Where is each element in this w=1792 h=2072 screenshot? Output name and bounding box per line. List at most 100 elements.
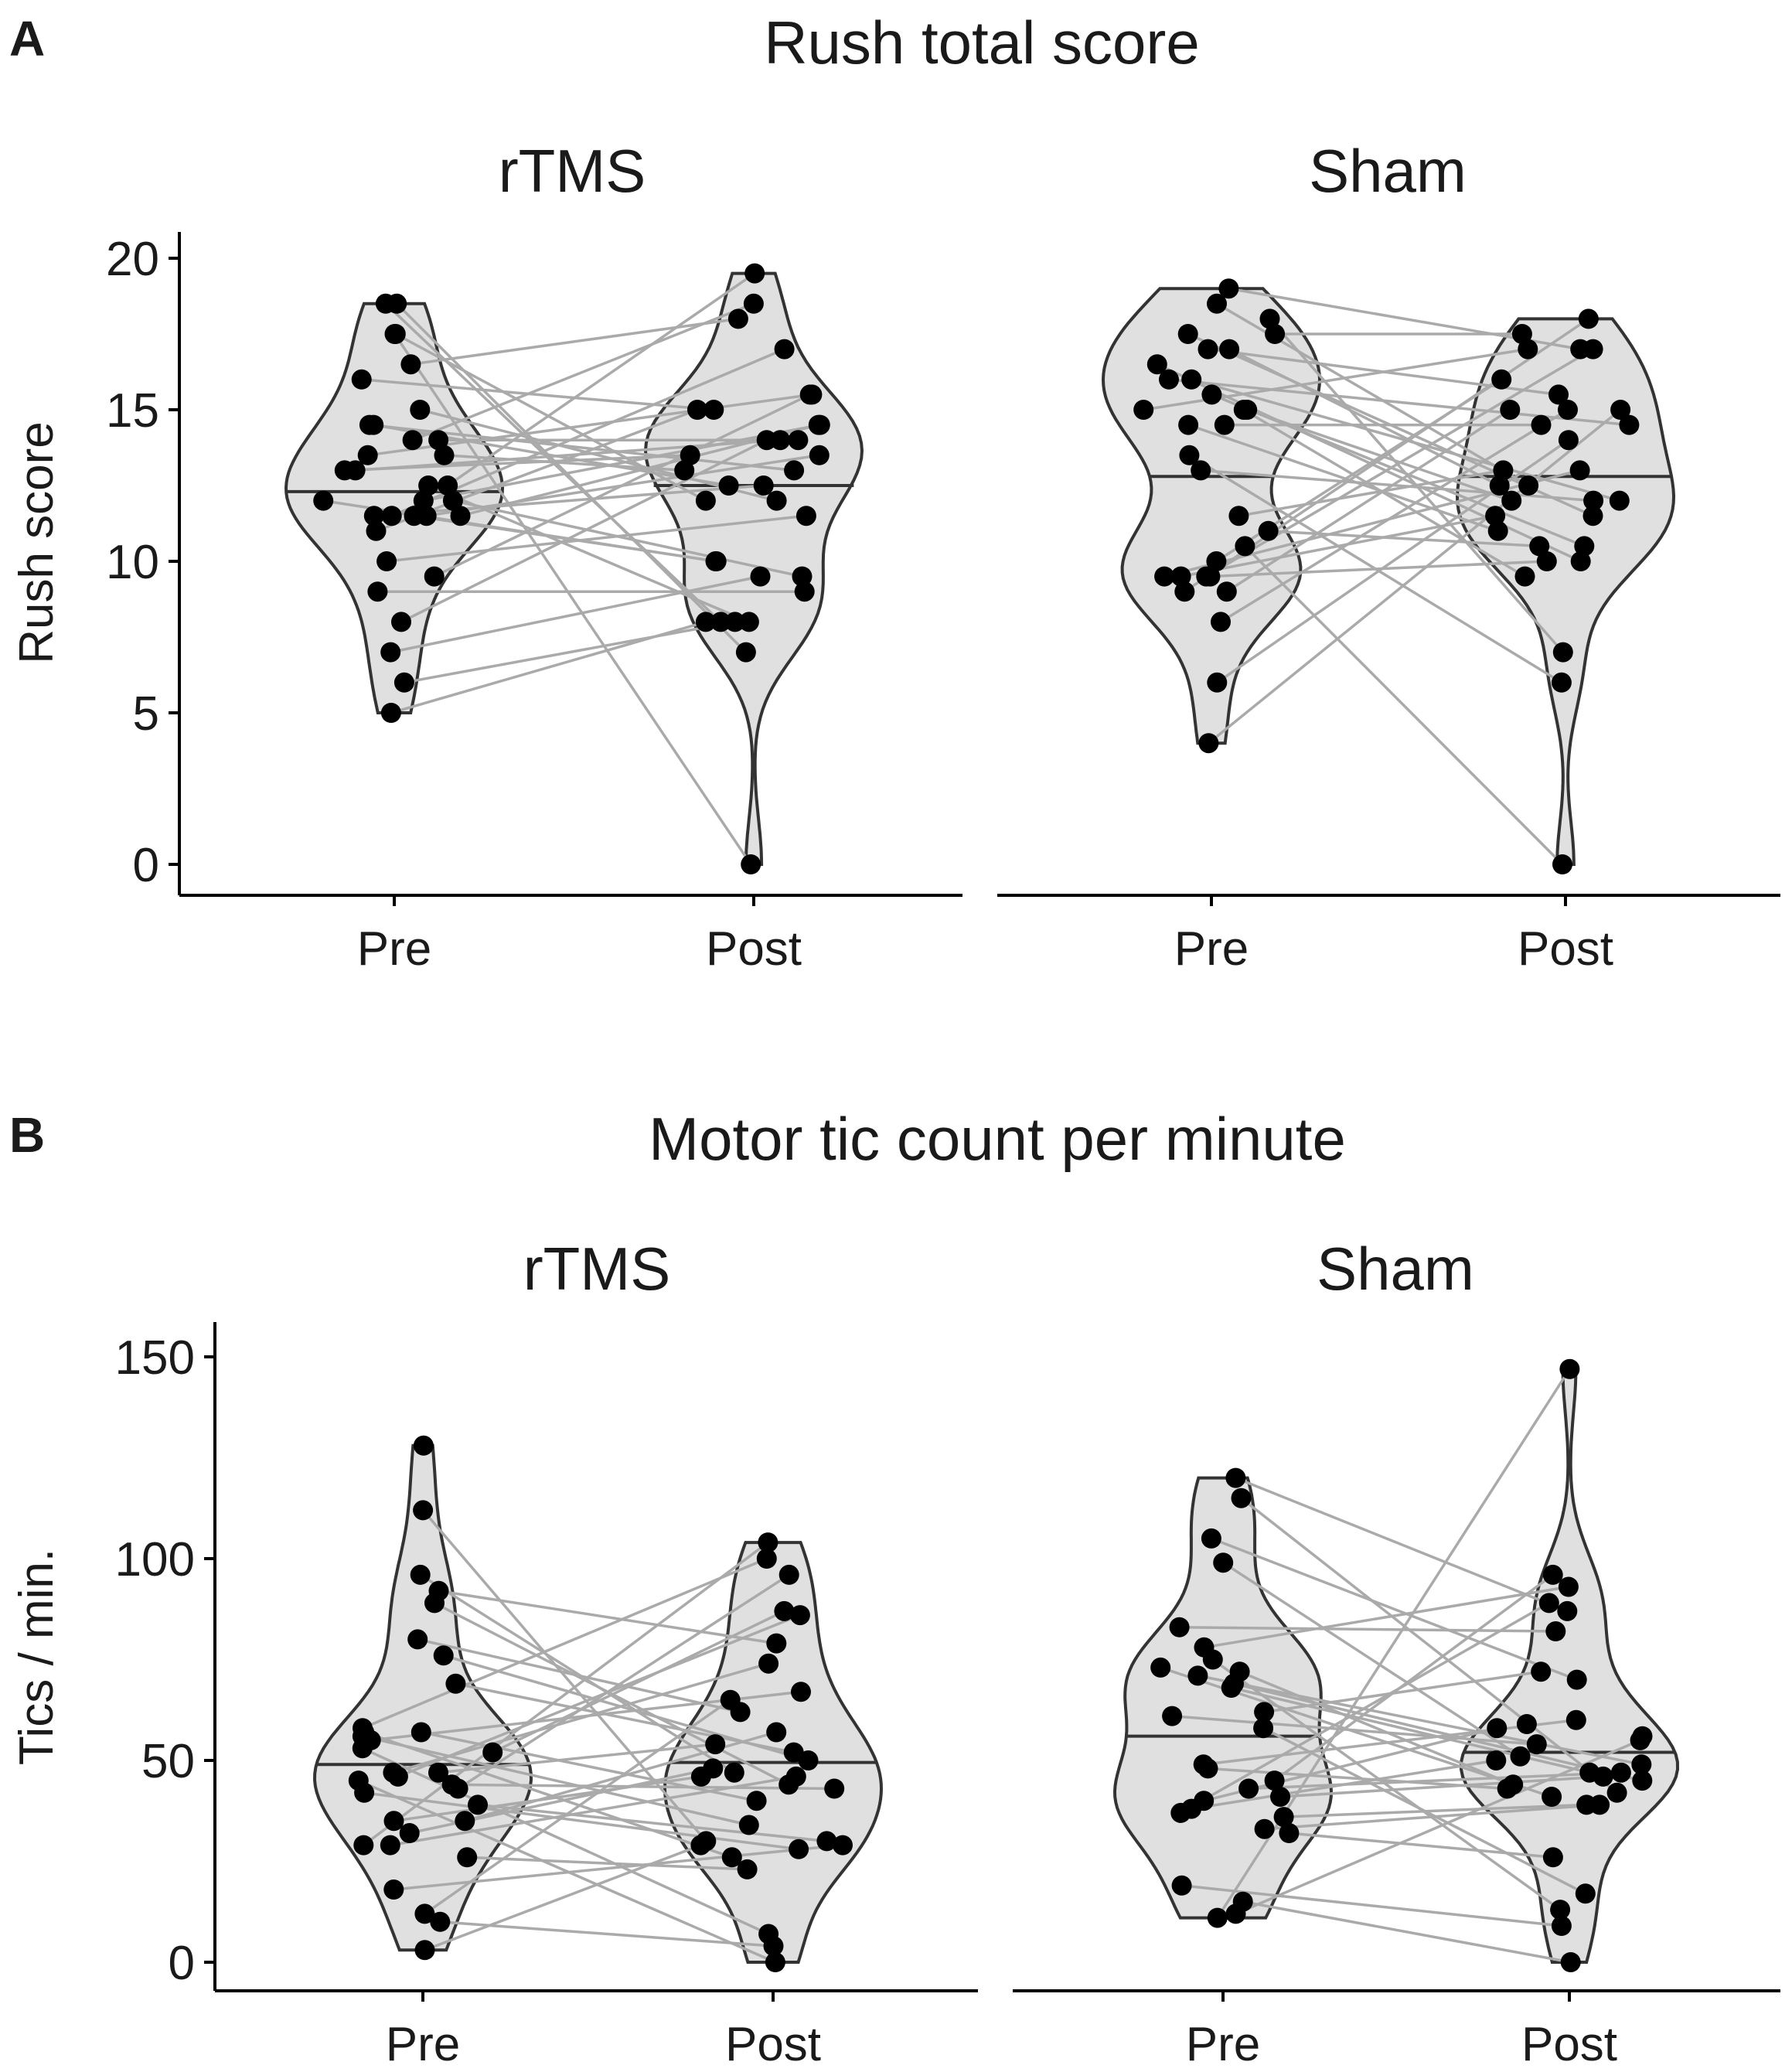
data-point-post	[783, 1742, 804, 1763]
data-point-post	[1582, 339, 1603, 360]
panel-b-motor-tic-count: B Motor tic count per minute rTMS Sham T…	[9, 1105, 1780, 2071]
pair-line	[1246, 408, 1512, 503]
data-point-pre	[1259, 308, 1280, 329]
pair-line	[451, 1783, 835, 1791]
data-point-post	[1542, 1847, 1563, 1868]
data-point-pre	[438, 475, 458, 496]
pair-line	[440, 1920, 774, 1948]
pair-line	[393, 333, 752, 865]
pair-line	[395, 302, 748, 653]
data-point-pre	[1218, 278, 1239, 299]
pair-line	[1273, 1573, 1554, 1782]
data-point-post	[778, 1564, 799, 1585]
data-point-pre	[393, 672, 414, 693]
data-point-post	[1503, 1774, 1524, 1795]
data-point-post	[1558, 1576, 1579, 1597]
data-point-pre	[1225, 1467, 1246, 1488]
pair-line	[1242, 1900, 1572, 1964]
pair-line	[363, 1791, 799, 1851]
data-point-pre	[383, 1762, 404, 1783]
data-point-pre	[1198, 733, 1219, 754]
data-point-pre	[1171, 1875, 1192, 1896]
data-point-pre	[1219, 339, 1240, 360]
data-point-pre	[1187, 1665, 1208, 1686]
data-point-post	[1632, 1770, 1653, 1791]
data-point-post	[756, 1549, 777, 1569]
pair-line	[438, 1743, 716, 1774]
data-point-post	[1531, 414, 1552, 435]
data-point-post	[1576, 1794, 1597, 1815]
pair-line	[1210, 560, 1547, 578]
data-point-pre	[383, 1879, 404, 1900]
data-point-post	[809, 414, 830, 435]
pair-line	[492, 1610, 785, 1754]
data-point-post	[680, 445, 700, 465]
data-point-pre	[367, 581, 388, 602]
panel-a-facet-title-sham: Sham	[1309, 137, 1467, 205]
data-point-pre	[345, 460, 366, 481]
data-point-post	[833, 1835, 853, 1856]
data-point-post	[766, 490, 787, 511]
data-point-post	[1485, 506, 1506, 527]
pair-line	[1157, 363, 1582, 563]
data-point-post	[1548, 384, 1569, 405]
data-point-pre	[359, 414, 380, 435]
data-point-post	[720, 1689, 741, 1710]
data-point-post	[785, 1766, 806, 1787]
y-tick-label: 150	[115, 1331, 195, 1385]
data-point-post	[710, 612, 731, 632]
data-point-pre	[383, 1811, 404, 1832]
data-point-post	[1500, 400, 1521, 420]
data-point-post	[1557, 1600, 1578, 1621]
data-point-post	[696, 1831, 717, 1852]
data-point-post	[1518, 339, 1538, 360]
data-point-post	[774, 339, 795, 360]
pair-line	[1283, 1803, 1587, 1818]
data-point-post	[1518, 475, 1539, 496]
data-point-pre	[411, 1722, 431, 1743]
pair-line	[1225, 408, 1511, 593]
data-point-post	[1551, 672, 1572, 693]
data-point-pre	[1206, 551, 1227, 571]
data-point-post	[1487, 520, 1508, 541]
violin-pre	[1101, 287, 1322, 745]
pair-line	[1171, 1714, 1537, 1746]
panel-a-rtms-pair-lines	[322, 272, 821, 865]
data-point-post	[1501, 490, 1522, 511]
pair-line	[1244, 545, 1564, 866]
panel-b-facet-title-sham: Sham	[1317, 1235, 1474, 1303]
pair-line	[1279, 1775, 1603, 1798]
panel-b-sham-violins	[1112, 1367, 1680, 1964]
panel-a-x-axis-rtms: Pre Post	[179, 894, 962, 976]
pair-line	[423, 423, 821, 503]
data-point-pre	[385, 324, 406, 344]
data-point-pre	[1179, 445, 1200, 465]
data-point-post	[727, 308, 748, 329]
data-point-post	[1575, 1883, 1596, 1904]
data-point-pre	[457, 1847, 478, 1868]
pair-line	[1242, 408, 1526, 578]
data-point-post	[1574, 536, 1595, 557]
data-point-pre	[351, 369, 372, 390]
pair-line	[1216, 1368, 1571, 1919]
pair-line	[393, 1843, 843, 1891]
data-point-pre	[1154, 566, 1175, 587]
pair-line	[1211, 1537, 1578, 1682]
pair-line	[355, 438, 781, 472]
data-point-pre	[380, 703, 401, 723]
data-point-pre	[1273, 1807, 1294, 1828]
pair-line	[386, 514, 807, 563]
pair-line	[438, 1590, 777, 1645]
data-point-post	[1551, 1916, 1572, 1936]
data-point-pre	[1258, 520, 1279, 541]
data-point-pre	[1264, 1770, 1285, 1791]
data-point-pre	[1133, 400, 1154, 420]
data-point-post	[1536, 551, 1557, 571]
pair-line	[1163, 469, 1581, 578]
y-tick-label: 100	[115, 1533, 195, 1586]
data-point-post	[758, 1532, 778, 1553]
panel-b-x-axis-rtms: Pre Post	[215, 1989, 978, 2071]
data-point-post	[766, 1722, 787, 1743]
x-tick-label-pre: Pre	[1186, 2018, 1260, 2071]
data-point-post	[774, 1600, 795, 1621]
